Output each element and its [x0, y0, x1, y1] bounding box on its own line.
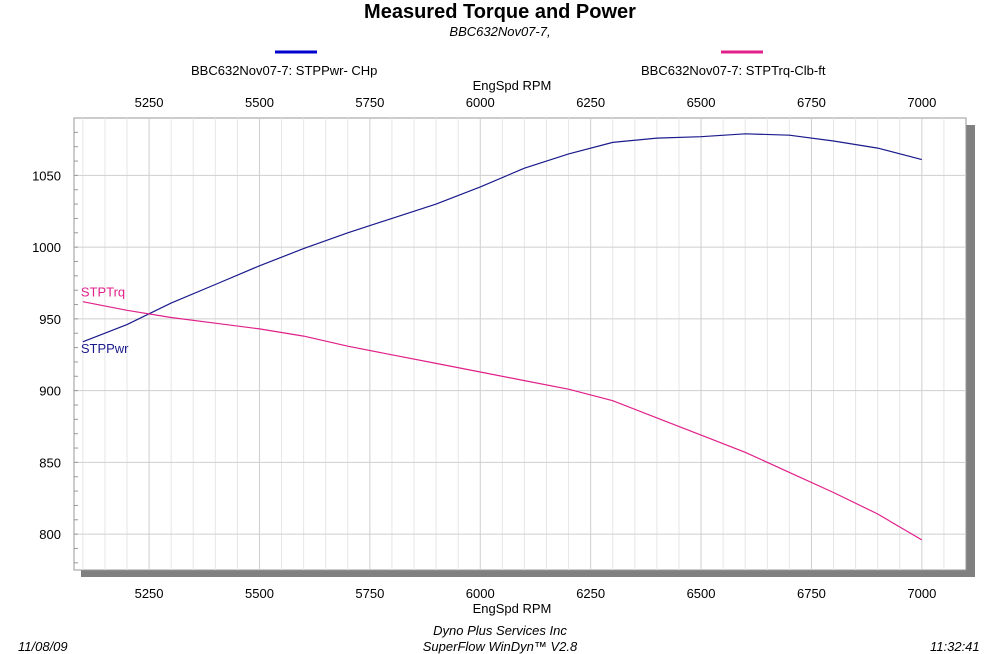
footer-time: 11:32:41 [930, 639, 980, 654]
x-tick-label-bottom: 7000 [907, 586, 936, 601]
x-tick-label-bottom: 5500 [245, 586, 274, 601]
x-tick-label-top: 6000 [466, 95, 495, 110]
x-tick-label-top: 5750 [355, 95, 384, 110]
x-tick-label-bottom: 5250 [135, 586, 164, 601]
x-tick-label-bottom: 6000 [466, 586, 495, 601]
x-tick-label-top: 5500 [245, 95, 274, 110]
x-tick-label-top: 6250 [576, 95, 605, 110]
series-line-stptrq [82, 301, 923, 541]
grid-lines [74, 117, 966, 570]
y-tick-label: 900 [39, 384, 61, 399]
y-tick-label: 850 [39, 455, 61, 470]
chart-title: Measured Torque and Power [364, 1, 636, 23]
x-tick-label-top: 6500 [687, 95, 716, 110]
x-tick-label-top: 6750 [797, 95, 826, 110]
x-tick-label-bottom: 5750 [355, 586, 384, 601]
legend-label-power: BBC632Nov07-7: STPPwr- CHp [191, 63, 378, 78]
x-tick-label-bottom: 6250 [576, 586, 605, 601]
x-tick-label-top: 5250 [135, 95, 164, 110]
footer-software: SuperFlow WinDyn™ V2.8 [422, 639, 578, 654]
legend-label-torque: BBC632Nov07-7: STPTrq-Clb-ft [641, 63, 826, 78]
x-tick-label-bottom: 6500 [687, 586, 716, 601]
y-tick-label: 950 [39, 312, 61, 327]
footer-date: 11/08/09 [18, 639, 68, 654]
data-series: STPPwr STPTrq [81, 133, 923, 541]
plot-area [73, 117, 967, 571]
x-tick-label-top: 7000 [907, 95, 936, 110]
series-line-stppwr [82, 133, 922, 343]
series-label-stppwr: STPPwr [81, 341, 129, 356]
y-tick-label: 1000 [32, 240, 61, 255]
x-tick-label-bottom: 6750 [797, 586, 826, 601]
x-axis-label-top: EngSpd RPM [472, 78, 552, 93]
series-label-stptrq: STPTrq [81, 285, 125, 300]
axis-ticks: 5250 5250 5500 5500 5750 5750 6000 6000 6250 6250… [32, 95, 936, 601]
chart-subtitle: BBC632Nov07-7, [449, 24, 551, 39]
x-axis-label-bottom: EngSpd RPM [472, 601, 552, 616]
y-tick-label: 1050 [32, 168, 61, 183]
y-tick-label: 800 [39, 527, 61, 542]
footer-company: Dyno Plus Services Inc [433, 623, 567, 638]
